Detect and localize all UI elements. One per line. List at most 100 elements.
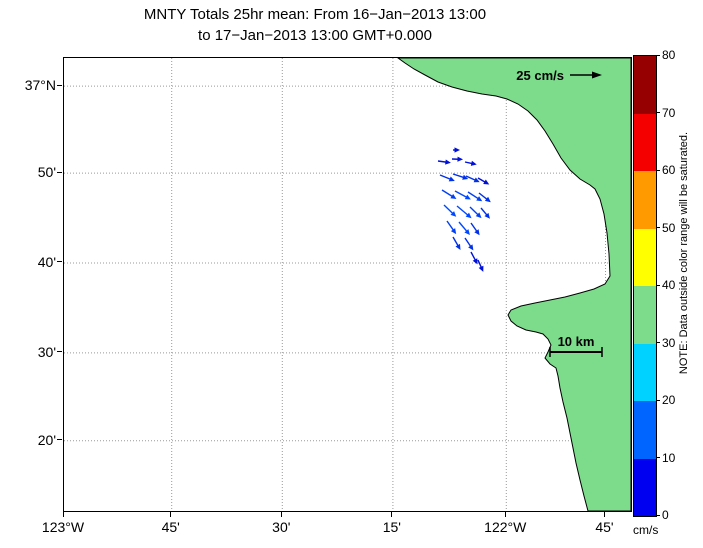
current-vector-shaft: [439, 174, 452, 181]
current-vector-shaft: [437, 160, 448, 163]
y-axis-tick-mark: [57, 84, 62, 86]
x-axis-tick-mark: [603, 512, 605, 517]
current-vector-head: [445, 159, 451, 165]
current-vector-head: [450, 228, 457, 235]
current-vector-head: [473, 177, 480, 183]
x-axis-tick-mark: [391, 512, 393, 517]
current-vector-head: [474, 229, 480, 236]
y-axis-tick-mark: [57, 171, 62, 173]
colorbar-unit-label: cm/s: [633, 523, 659, 537]
x-axis-tick-label: 45': [595, 519, 614, 535]
current-vector-head: [470, 160, 477, 166]
current-vector-shaft: [469, 206, 480, 216]
land-coastline: [397, 58, 631, 511]
current-vector-shaft: [446, 220, 455, 232]
current-vector-shaft: [477, 177, 487, 184]
current-vector-shaft: [465, 175, 477, 182]
colorbar-tick-label: 30: [662, 335, 676, 350]
current-vector-head: [457, 156, 463, 162]
current-vector-head: [455, 243, 461, 250]
colorbar-tick-mark: [656, 54, 660, 56]
colorbar-tick-mark: [656, 457, 660, 458]
current-vector: [469, 206, 482, 219]
current-vector: [454, 190, 471, 200]
current-vector: [437, 159, 451, 165]
current-vector: [446, 220, 457, 235]
current-vector-shaft: [456, 205, 469, 217]
colorbar-tick-mark: [656, 169, 660, 171]
colorbar-segment-10-20: [634, 401, 656, 459]
current-vector-shaft: [441, 189, 454, 198]
colorbar-segment-20-30: [634, 343, 656, 401]
current-vector: [439, 174, 455, 182]
colorbar-tick-mark: [656, 399, 660, 401]
current-vector: [441, 189, 457, 200]
figure-title-line1: MNTY Totals 25hr mean: From 16−Jan−2013 …: [143, 6, 487, 23]
figure-title-line2: to 17−Jan−2013 13:00 GMT+0.000: [198, 27, 432, 44]
y-axis-tick-mark: [57, 351, 62, 353]
current-vector: [458, 221, 470, 236]
current-vector: [453, 147, 460, 153]
colorbar-tick-label: 40: [662, 278, 676, 292]
y-axis-tick-label: 50': [37, 164, 56, 181]
current-vector-shaft: [467, 191, 480, 200]
current-vectors-layer: [437, 147, 491, 272]
x-axis-tick-label: 123°W: [41, 519, 85, 535]
current-vector: [456, 205, 472, 219]
y-axis-tick-mark: [57, 439, 62, 441]
current-vector-shaft: [464, 237, 472, 248]
colorbar-tick-label: 0: [662, 508, 669, 522]
current-vector: [477, 259, 484, 272]
current-vector-head: [468, 244, 474, 251]
scale-bar: 10 km: [549, 334, 603, 357]
current-vector: [464, 237, 474, 251]
y-axis-tick-label: 30': [37, 343, 56, 360]
colorbar-note: NOTE: Data outside color range will be s…: [678, 131, 690, 375]
y-axis-tick-label: 20': [37, 431, 56, 448]
colorbar-tick-label: 70: [662, 105, 676, 120]
colorbar-segment-30-40: [634, 286, 656, 344]
current-vector-head: [478, 265, 484, 272]
colorbar-tick-label: 60: [662, 163, 676, 177]
current-vector-shaft: [470, 222, 478, 233]
scale-bar-label: 10 km: [558, 334, 595, 349]
colorbar-segments: [634, 56, 656, 516]
map-plot-area: 25 cm/s 10 km: [63, 57, 632, 512]
current-vector-head: [472, 258, 478, 265]
current-vector-head: [464, 229, 470, 236]
map-canvas: 25 cm/s 10 km: [64, 58, 631, 511]
current-vector-head: [484, 212, 490, 219]
colorbar-segment-40-50: [634, 228, 656, 286]
current-vector: [478, 192, 491, 203]
y-axis-tick-mark: [57, 261, 62, 263]
current-vector-shaft: [478, 192, 489, 201]
x-axis-tick-mark: [170, 512, 172, 517]
y-axis-tick-label: 37°N: [24, 77, 56, 94]
current-vector-head: [454, 147, 460, 153]
current-vector-head: [483, 179, 490, 185]
colorbar-segment-60-70: [634, 113, 656, 171]
current-vector-head: [464, 194, 471, 200]
x-axis-tick-mark: [504, 512, 506, 517]
figure-title: MNTY Totals 25hr mean: From 16−Jan−2013 …: [30, 4, 600, 46]
colorbar-tick-label: 10: [662, 450, 676, 465]
current-vector: [477, 177, 490, 185]
current-vector-head: [450, 193, 457, 200]
reference-vector: 25 cm/s: [516, 68, 602, 83]
colorbar-tick-mark: [656, 227, 660, 228]
y-axis-tick-label: 40': [37, 253, 56, 270]
current-vector-shaft: [458, 221, 468, 233]
current-vector: [452, 173, 469, 180]
current-vector-shaft: [452, 173, 465, 179]
current-vector: [452, 236, 461, 250]
x-axis-tick-mark: [62, 512, 64, 517]
colorbar-tick-label: 50: [662, 220, 676, 235]
current-vector-shaft: [454, 190, 468, 199]
reference-vector-label: 25 cm/s: [516, 68, 564, 83]
x-axis-tick-mark: [280, 512, 282, 517]
current-vector-shaft: [443, 204, 454, 215]
colorbar-tick-mark: [656, 284, 660, 286]
current-vector-head: [475, 212, 482, 219]
current-vector-head: [476, 196, 483, 202]
